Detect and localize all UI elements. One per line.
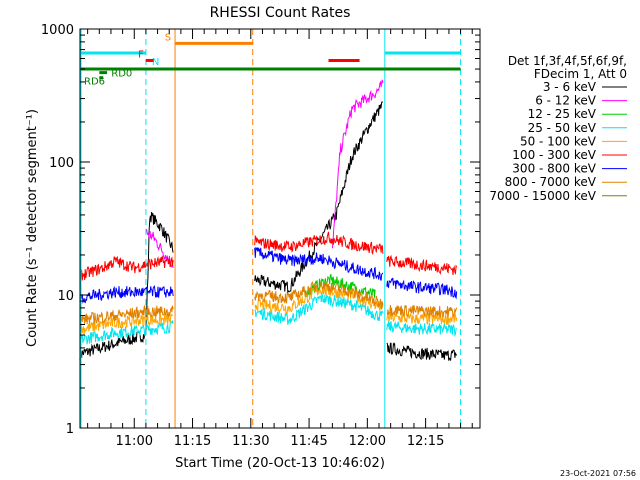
legend-label-3-6-kev: 3 - 6 keV <box>543 80 597 94</box>
series-100-300-kev-segment-2 <box>254 231 384 256</box>
axis-layer: 1 10 100 1000 11:00 11:15 11:30 11:45 12:00 12:15 <box>41 23 480 449</box>
legend-label-100-300-kev: 100 - 300 keV <box>512 148 596 162</box>
series-300-800-kev-segment-1 <box>79 285 174 304</box>
x-tick-label: 12:15 <box>407 434 444 449</box>
x-tick-label: 12:00 <box>349 434 386 449</box>
state-label-f: F <box>138 49 144 60</box>
annotation-layer: NF S RD0 RD6 <box>80 29 462 428</box>
series-50-100-kev-segment-1 <box>79 313 174 336</box>
series-3-6-kev-segment-1 <box>79 211 174 361</box>
y-tick-label: 100 <box>49 156 74 171</box>
series-800-7000-kev-segment-1 <box>79 304 174 325</box>
y-tick-label: 1 <box>66 422 74 437</box>
x-tick-label: 11:30 <box>232 434 269 449</box>
legend-label-50-100-kev: 50 - 100 keV <box>520 134 597 148</box>
series-6-12-kev-segment-2 <box>331 79 384 249</box>
legend: Det 1f,3f,4f,5f,6f,9f, FDecim 1, Att 0 3… <box>489 54 627 203</box>
legend-label-6-12-kev: 6 - 12 keV <box>535 94 597 108</box>
x-axis-label: Start Time (20-Oct-13 10:46:02) <box>175 456 385 471</box>
state-label-s: S <box>165 32 171 43</box>
footer-timestamp: 23-Oct-2021 07:56 <box>560 469 636 478</box>
legend-label-12-25-kev: 12 - 25 keV <box>528 107 597 121</box>
y-tick-label: 10 <box>57 289 74 304</box>
plot-frame <box>79 28 481 429</box>
x-tick-label: 11:15 <box>174 434 211 449</box>
legend-label-25-50-kev: 25 - 50 keV <box>528 121 597 135</box>
series-50-100-kev-segment-2 <box>254 283 384 315</box>
series-800-7000-kev-segment-3 <box>386 304 458 318</box>
series-25-50-kev-segment-2 <box>254 293 384 325</box>
series-3-6-kev-segment-3 <box>386 342 458 361</box>
series-25-50-kev-segment-3 <box>386 320 457 338</box>
series-12-25-kev-segment-1 <box>304 273 376 298</box>
state-label-n: N <box>152 57 159 68</box>
y-axis-label: Count Rate (s⁻¹ detector segment⁻¹) <box>25 109 40 347</box>
legend-header-line-1: Det 1f,3f,4f,5f,6f,9f, <box>508 54 627 68</box>
legend-label-300-800-kev: 300 - 800 keV <box>512 162 596 176</box>
series-300-800-kev-segment-2 <box>254 246 384 281</box>
series-100-300-kev-segment-1 <box>79 255 174 281</box>
series-layer <box>79 79 458 361</box>
series-800-7000-kev-segment-2 <box>254 279 384 310</box>
chart-title: RHESSI Count Rates <box>210 5 351 21</box>
x-tick-label: 11:45 <box>290 434 327 449</box>
y-tick-label: 1000 <box>41 23 74 38</box>
series-25-50-kev-segment-1 <box>79 319 174 345</box>
legend-label-800-7000-kev: 800 - 7000 keV <box>505 175 597 189</box>
legend-header-line-2: FDecim 1, Att 0 <box>534 67 627 81</box>
series-300-800-kev-segment-3 <box>386 277 458 300</box>
state-label-rd0: RD0 <box>111 69 132 80</box>
state-label-rd6: RD6 <box>84 77 105 88</box>
legend-label-7000-15000-kev: 7000 - 15000 keV <box>489 189 596 203</box>
series-50-100-kev-segment-3 <box>386 311 458 326</box>
series-3-6-kev-segment-2 <box>254 101 384 294</box>
x-tick-label: 11:00 <box>116 434 153 449</box>
series-100-300-kev-segment-3 <box>386 254 458 276</box>
